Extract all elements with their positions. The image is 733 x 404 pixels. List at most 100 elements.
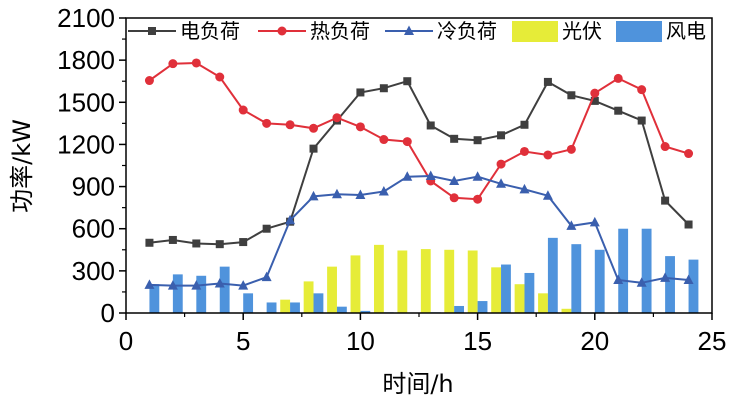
bar-wind-3: [196, 275, 207, 313]
point-cooling-15: [472, 171, 483, 181]
bar-pv-10: [350, 255, 361, 313]
bar-wind-2: [172, 274, 183, 313]
point-heat-23: [660, 142, 670, 152]
lines-layer: [144, 58, 694, 290]
y-tick-label-1200: 1200: [57, 129, 115, 159]
bar-pv-14: [444, 249, 455, 313]
legend-swatch-wind: [616, 21, 662, 42]
point-heat-7: [285, 120, 295, 130]
bar-wind-19: [571, 244, 582, 313]
bar-wind-10: [360, 310, 371, 313]
bar-pv-16: [491, 267, 502, 313]
y-tick-label-1500: 1500: [57, 87, 115, 117]
bar-wind-5: [243, 293, 254, 313]
bar-wind-14: [454, 305, 465, 313]
series-line-cooling: [149, 174, 689, 287]
point-cooling-14: [449, 175, 460, 185]
legend-marker-electric: [148, 27, 156, 35]
legend-swatch-pv: [512, 21, 558, 42]
point-electric-22: [637, 116, 646, 125]
point-electric-24: [684, 220, 693, 229]
bar-pv-11: [373, 244, 384, 313]
y-tick-label-0: 0: [101, 298, 115, 328]
x-axis-title: 时间/h: [382, 370, 453, 398]
bar-wind-20: [594, 249, 605, 313]
point-heat-21: [613, 73, 623, 83]
legend: 电负荷 热负荷 冷负荷 光伏 风电: [128, 19, 706, 43]
point-electric-20: [590, 96, 599, 105]
bar-pv-8: [303, 281, 314, 313]
bar-pv-17: [514, 284, 525, 313]
bars-layer: [149, 228, 699, 313]
series-line-heat: [148, 61, 689, 201]
legend-label-pv: 光伏: [562, 19, 602, 43]
bar-wind-23: [665, 256, 675, 313]
point-heat-12: [402, 137, 412, 147]
point-electric-15: [473, 136, 482, 145]
point-cooling-12: [402, 171, 413, 181]
point-electric-14: [450, 134, 459, 143]
bar-wind-21: [618, 228, 629, 313]
bar-wind-1: [149, 284, 160, 313]
point-cooling-8: [308, 190, 319, 201]
point-cooling-22: [636, 277, 647, 287]
bar-wind-15: [477, 301, 488, 313]
point-heat-20: [590, 88, 600, 98]
point-heat-10: [355, 122, 365, 132]
bar-pv-19: [561, 308, 572, 313]
x-tick-label-5: 5: [236, 326, 250, 356]
point-heat-3: [191, 58, 201, 68]
point-cooling-9: [331, 188, 342, 199]
bar-wind-4: [219, 266, 230, 313]
bar-wind-7: [290, 302, 300, 313]
legend-marker-heat: [277, 26, 287, 36]
point-heat-2: [168, 59, 178, 69]
bar-wind-17: [524, 272, 535, 313]
point-electric-12: [403, 77, 412, 86]
legend-label-electric: 电负荷: [180, 19, 240, 43]
bar-wind-6: [266, 302, 277, 313]
point-electric-10: [356, 88, 365, 97]
point-cooling-16: [496, 178, 507, 188]
point-heat-5: [238, 105, 248, 115]
point-heat-19: [566, 144, 576, 154]
y-tick-label-600: 600: [72, 214, 115, 244]
point-electric-19: [567, 91, 576, 100]
legend-label-heat: 热负荷: [310, 19, 370, 43]
point-electric-2: [168, 235, 177, 244]
bar-wind-16: [501, 264, 511, 313]
point-electric-11: [379, 84, 388, 93]
bar-wind-9: [336, 306, 347, 313]
point-heat-17: [519, 146, 529, 156]
point-cooling-11: [378, 185, 389, 196]
x-tick-label-10: 10: [346, 326, 375, 356]
point-heat-15: [473, 194, 483, 204]
point-cooling-10: [355, 189, 366, 199]
axes-layer: 0 5 10 15 20 25 0 300 600 900 1200 1500 1800 2100: [57, 3, 726, 356]
point-electric-4: [215, 240, 224, 249]
x-tick-label-25: 25: [698, 326, 727, 356]
point-cooling-6: [261, 271, 272, 282]
bar-wind-22: [641, 228, 652, 313]
point-heat-16: [496, 159, 506, 169]
point-heat-8: [309, 123, 319, 133]
point-electric-6: [262, 224, 271, 233]
y-tick-label-1800: 1800: [57, 45, 115, 75]
point-cooling-19: [566, 220, 577, 230]
x-tick-label-0: 0: [119, 326, 133, 356]
point-heat-1: [144, 76, 154, 86]
point-electric-17: [520, 120, 529, 129]
point-cooling-20: [589, 216, 600, 227]
point-electric-21: [614, 106, 623, 115]
point-electric-13: [426, 121, 435, 130]
point-cooling-21: [613, 274, 624, 284]
point-cooling-1: [144, 279, 155, 289]
point-electric-5: [239, 238, 248, 247]
point-heat-6: [262, 118, 272, 128]
y-tick-label-900: 900: [72, 172, 115, 202]
point-electric-1: [145, 238, 154, 247]
point-heat-14: [449, 193, 459, 203]
point-cooling-5: [238, 280, 249, 290]
point-cooling-17: [519, 183, 530, 194]
